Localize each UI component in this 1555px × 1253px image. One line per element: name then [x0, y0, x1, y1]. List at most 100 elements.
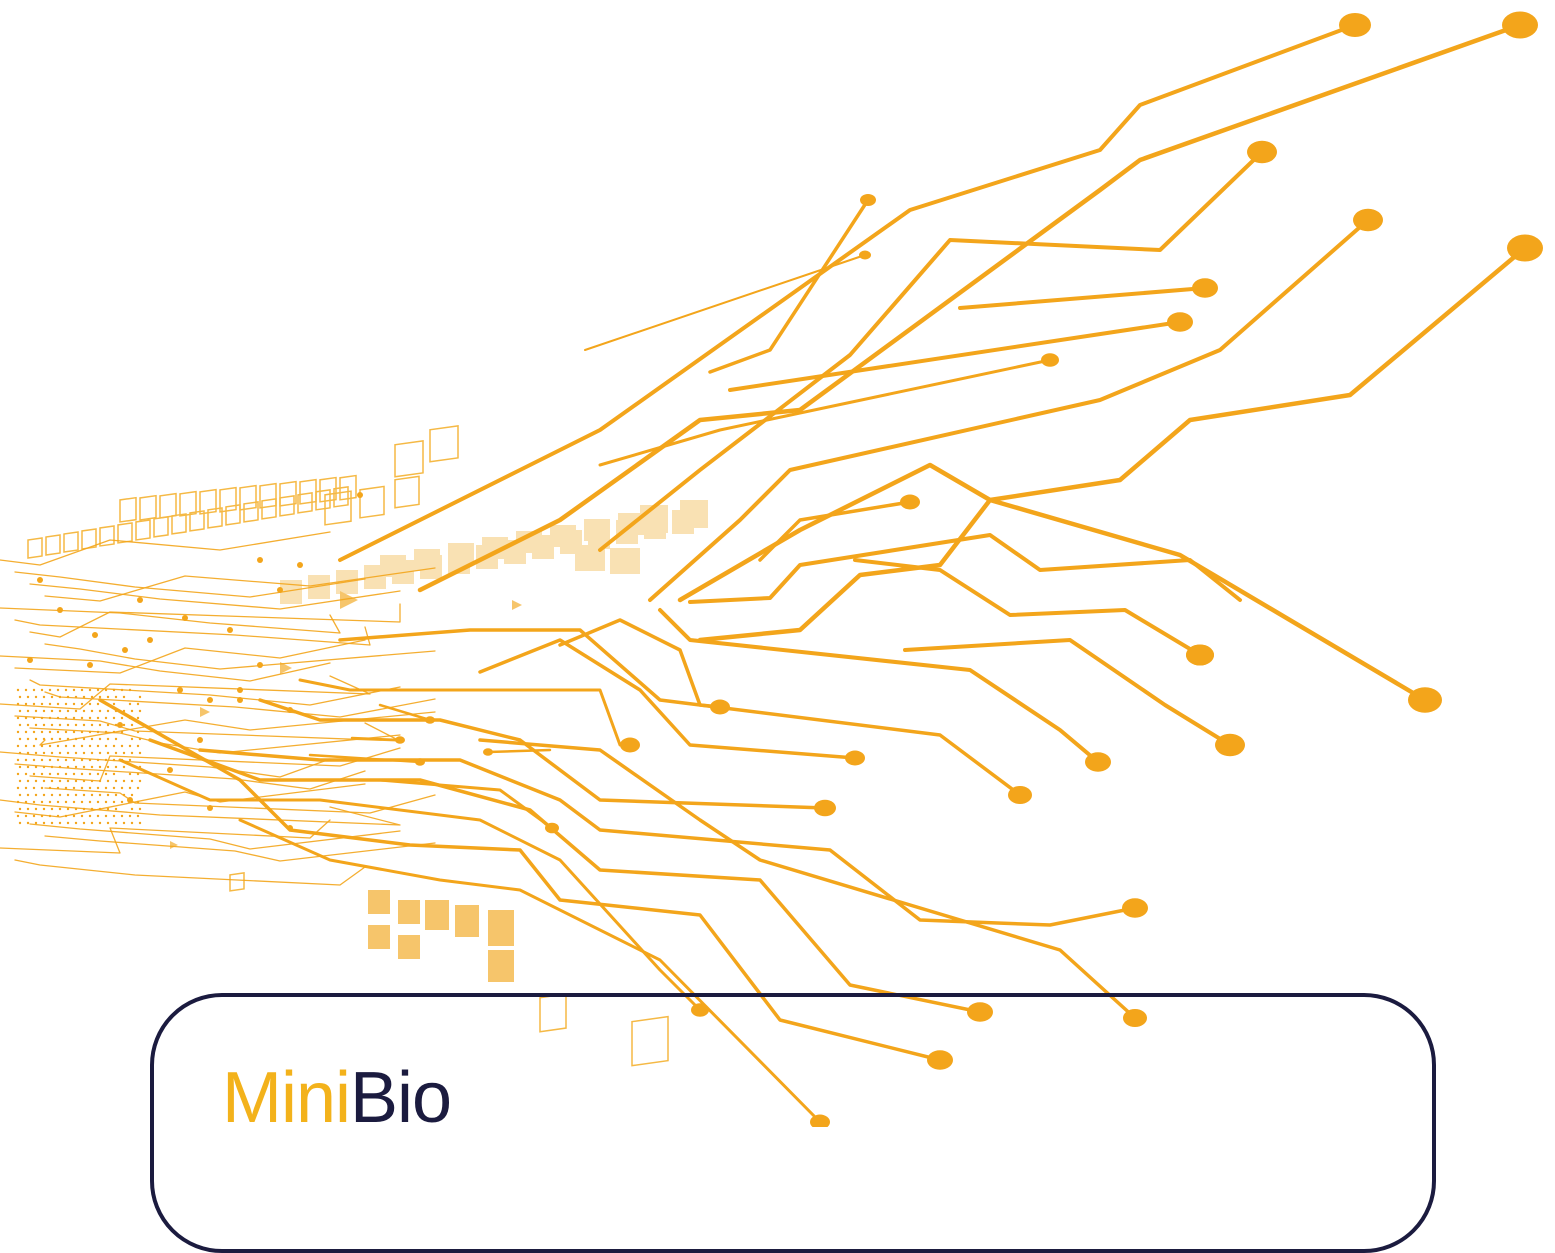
grid-dot	[26, 793, 30, 797]
circuit-pad	[92, 632, 98, 638]
outline-square	[225, 504, 241, 526]
grid-dot	[72, 786, 76, 790]
grid-dot	[56, 730, 60, 734]
circuit-pad	[207, 805, 213, 811]
grid-dot	[90, 821, 94, 825]
grid-dot	[34, 779, 38, 783]
triangle-marker	[340, 591, 358, 609]
grid-dot	[18, 779, 22, 783]
outline-square	[359, 485, 385, 519]
grid-dot	[104, 716, 108, 720]
circuit-trace	[677, 462, 1428, 703]
grid-dot	[16, 730, 20, 734]
grid-dot	[66, 821, 70, 825]
grid-dot	[120, 744, 124, 748]
grid-dot	[50, 695, 54, 699]
grid-dot	[80, 744, 84, 748]
grid-dot	[42, 751, 46, 755]
grid-dot	[128, 786, 132, 790]
circuit-pad	[237, 687, 243, 693]
grid-dot	[122, 695, 126, 699]
grid-dot	[128, 814, 132, 818]
grid-dot	[104, 800, 108, 804]
grid-dot	[56, 758, 60, 762]
grid-dot	[130, 751, 134, 755]
grid-dot	[96, 716, 100, 720]
circuit-pad	[415, 758, 425, 766]
circuit-trace	[478, 638, 857, 760]
circuit-trace	[0, 799, 401, 826]
grid-dot	[104, 744, 108, 748]
circuit-pad	[1353, 208, 1383, 232]
grid-dot	[112, 786, 116, 790]
grid-dot	[80, 786, 84, 790]
grid-dot	[138, 821, 142, 825]
grid-dot	[56, 702, 60, 706]
circuit-pad	[1247, 140, 1277, 164]
grid-dot	[130, 779, 134, 783]
grid-dot	[120, 716, 124, 720]
grid-dot	[112, 800, 116, 804]
filled-square	[368, 890, 390, 914]
grid-dot	[48, 758, 52, 762]
grid-dot	[96, 800, 100, 804]
light-square	[280, 580, 302, 604]
circuit-trace	[697, 245, 1528, 643]
grid-dot	[48, 744, 52, 748]
grid-dot	[34, 821, 38, 825]
grid-dot	[16, 688, 20, 692]
outline-square	[324, 490, 352, 526]
triangle-marker	[512, 600, 522, 610]
grid-dot	[66, 807, 70, 811]
grid-dot	[112, 744, 116, 748]
circuit-trace	[44, 643, 436, 670]
grid-dot	[50, 751, 54, 755]
grid-dot	[26, 751, 30, 755]
grid-dot	[88, 702, 92, 706]
grid-dot	[40, 758, 44, 762]
grid-dot	[32, 758, 36, 762]
circuit-pad	[1085, 752, 1111, 772]
outline-square	[171, 513, 187, 535]
circuit-pad	[1186, 644, 1214, 666]
grid-dot	[64, 702, 68, 706]
grid-dot	[66, 793, 70, 797]
grid-dot	[32, 814, 36, 818]
circuit-trace	[584, 254, 866, 351]
grid-dot	[16, 786, 20, 790]
circuit-pad	[860, 194, 876, 206]
grid-dot	[114, 779, 118, 783]
grid-dot	[106, 695, 110, 699]
grid-dot	[56, 772, 60, 776]
grid-dot	[114, 751, 118, 755]
grid-dot	[42, 821, 46, 825]
circuit-trace	[728, 320, 1182, 392]
outline-square	[315, 489, 331, 511]
grid-dot	[40, 772, 44, 776]
outline-square	[319, 476, 337, 503]
circuit-trace	[44, 691, 436, 718]
grid-dot	[26, 709, 30, 713]
grid-dot	[130, 821, 134, 825]
circuit-trace	[29, 747, 401, 782]
grid-dot	[72, 814, 76, 818]
circuit-trace	[29, 679, 401, 706]
grid-dot	[34, 709, 38, 713]
circuit-trace	[198, 748, 1137, 927]
grid-dot	[72, 702, 76, 706]
circuit-pad	[287, 707, 293, 713]
grid-dot	[34, 737, 38, 741]
grid-dot	[114, 737, 118, 741]
grid-dot	[26, 737, 30, 741]
circuit-trace	[0, 751, 331, 778]
grid-dot	[80, 758, 84, 762]
circuit-pad	[237, 697, 243, 703]
grid-dot	[90, 793, 94, 797]
grid-dot	[50, 737, 54, 741]
circuit-pad	[691, 1003, 709, 1017]
grid-dot	[74, 723, 78, 727]
light-square	[380, 555, 406, 577]
grid-dot	[138, 779, 142, 783]
grid-dot	[114, 765, 118, 769]
grid-dot	[82, 751, 86, 755]
